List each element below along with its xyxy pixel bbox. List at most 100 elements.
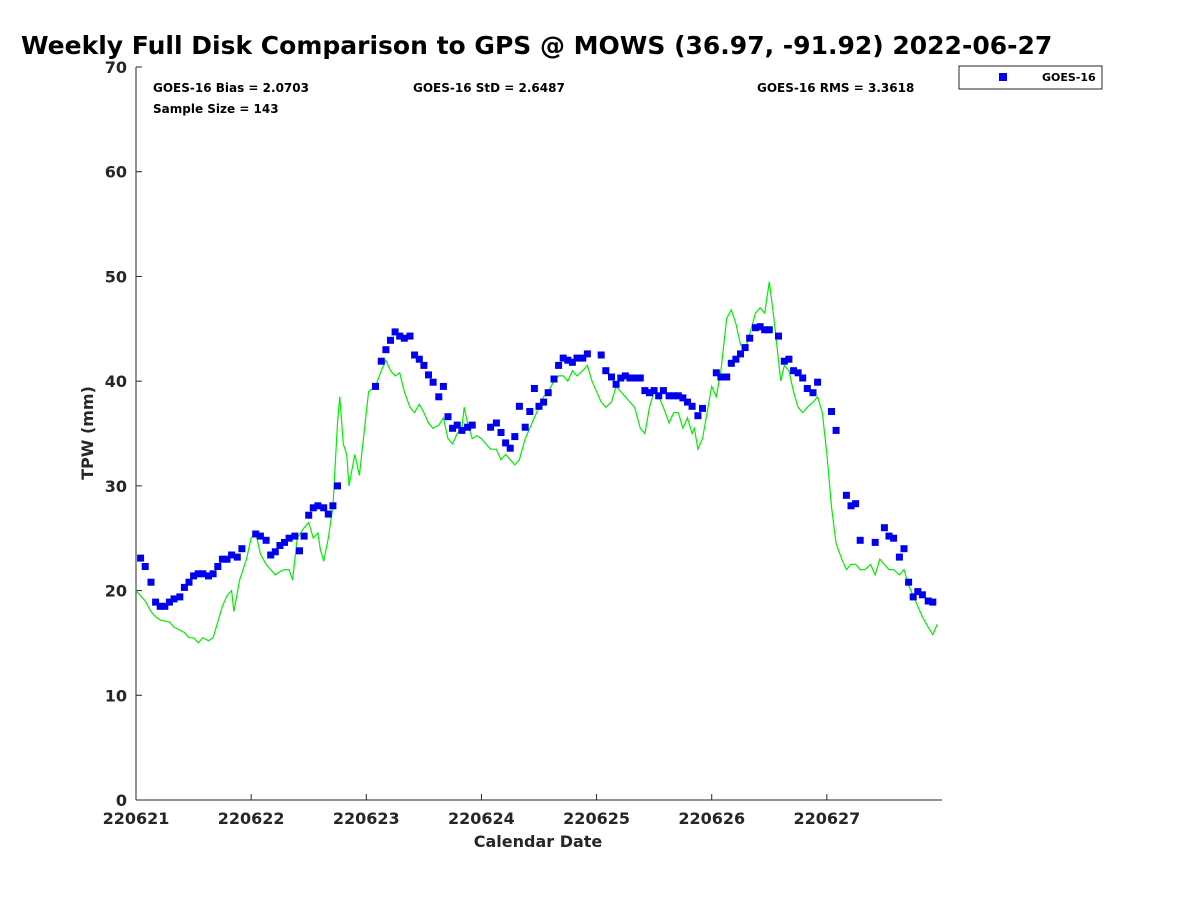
goes-point — [535, 402, 543, 410]
goes-point — [626, 374, 634, 382]
goes-point — [420, 361, 428, 369]
goes-point — [314, 502, 322, 510]
goes-point — [502, 439, 510, 447]
goes-point — [608, 373, 615, 381]
std-stat: GOES-16 StD = 2.6487 — [413, 81, 565, 95]
goes-point — [435, 393, 443, 401]
goes-point — [271, 548, 279, 556]
y-axis-label: TPW (mm) — [78, 386, 97, 480]
goes-point — [228, 551, 236, 559]
legend-goes-marker — [999, 73, 1007, 81]
goes-point — [555, 361, 563, 369]
goes-point — [492, 419, 500, 427]
goes-point — [723, 373, 731, 381]
legend-box — [958, 65, 1103, 90]
y-tick-label: 10 — [105, 686, 127, 705]
goes-point — [550, 375, 558, 383]
goes-point — [579, 354, 587, 362]
goes-point — [885, 532, 893, 540]
goes-point — [559, 354, 567, 362]
x-tick-label: 220622 — [218, 809, 285, 828]
x-axis-label: Calendar Date — [474, 832, 603, 851]
goes-point — [329, 502, 337, 510]
goes-point — [568, 358, 576, 366]
goes-point — [190, 572, 198, 580]
goes-point — [267, 551, 275, 559]
goes-point — [717, 373, 725, 381]
goes-point — [871, 538, 879, 546]
goes-point — [372, 382, 379, 390]
goes-point — [400, 334, 408, 342]
goes-point — [684, 398, 691, 406]
goes-point — [900, 545, 908, 553]
goes-point — [453, 421, 461, 429]
goes-point — [809, 389, 817, 397]
y-tick-label: 70 — [105, 58, 127, 77]
x-ticks: 220621 220622 220623 220624 220625 220626 2206… — [103, 794, 860, 828]
goes-point — [262, 536, 270, 544]
goes-point — [185, 578, 193, 586]
goes-point — [209, 570, 217, 578]
goes-point — [305, 511, 313, 519]
goes-point — [688, 402, 696, 410]
goes-point — [583, 350, 591, 358]
goes-point — [659, 387, 667, 395]
goes-point — [832, 426, 840, 434]
goes-point — [238, 545, 246, 553]
x-tick-label: 220624 — [448, 809, 515, 828]
goes-point — [761, 326, 769, 334]
goes-point — [515, 402, 523, 410]
goes-point — [617, 374, 625, 382]
goes-point — [391, 328, 399, 336]
goes-point — [775, 332, 782, 340]
plot-area — [135, 67, 942, 801]
goes-point — [564, 356, 572, 364]
goes-point — [752, 324, 759, 332]
goes-point — [506, 444, 514, 452]
x-tick-label: 220621 — [103, 809, 170, 828]
sample-size-stat: Sample Size = 143 — [153, 102, 279, 116]
goes-point — [334, 482, 341, 490]
goes-point — [780, 357, 788, 365]
goes-point — [655, 392, 663, 400]
goes-point — [458, 426, 466, 434]
goes-series-points — [137, 323, 937, 610]
legend: GOES-16 — [958, 65, 1103, 90]
goes-point — [741, 344, 749, 352]
y-tick-label: 40 — [105, 372, 127, 391]
goes-point — [449, 424, 457, 432]
x-tick-label: 220627 — [793, 809, 860, 828]
goes-point — [909, 593, 917, 601]
goes-point — [156, 602, 164, 610]
goes-point — [712, 369, 720, 377]
goes-point — [756, 323, 764, 331]
goes-point — [276, 542, 284, 549]
goes-point — [847, 502, 855, 510]
goes-point — [468, 421, 476, 429]
goes-point — [180, 583, 188, 591]
goes-point — [300, 532, 308, 540]
goes-point — [646, 389, 653, 397]
goes-point — [597, 351, 605, 359]
goes-point — [429, 378, 437, 386]
y-tick-label: 60 — [105, 163, 127, 182]
goes-point — [396, 332, 404, 340]
goes-point — [194, 570, 202, 578]
goes-point — [540, 398, 548, 406]
goes-point — [406, 332, 414, 340]
goes-point — [636, 374, 644, 382]
goes-point — [602, 367, 610, 375]
goes-point — [161, 602, 169, 610]
goes-point — [233, 553, 241, 561]
goes-point — [794, 369, 802, 377]
goes-point — [444, 413, 452, 421]
goes-point — [573, 354, 581, 362]
goes-point — [852, 500, 860, 508]
goes-point — [694, 412, 702, 420]
goes-point — [165, 598, 173, 606]
goes-point — [141, 563, 149, 570]
goes-point — [152, 598, 160, 606]
goes-point — [497, 429, 505, 436]
